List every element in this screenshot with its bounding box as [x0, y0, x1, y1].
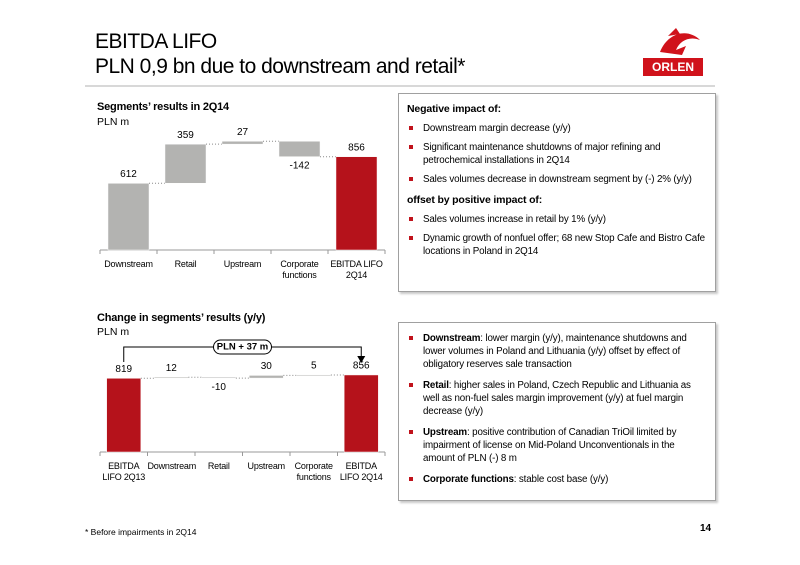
bullet-list: Sales volumes increase in retail by 1% (… [407, 213, 707, 258]
bullet-text: : positive contribution of Canadian TriO… [423, 427, 677, 464]
chart-title: Segments’ results in 2Q14 [97, 101, 229, 113]
category-label: Corporate functions [294, 461, 333, 482]
chart-title: Change in segments’ results (y/y) [97, 312, 266, 324]
logo-eagle [660, 28, 700, 55]
bar [106, 378, 142, 453]
bullet: Significant maintenance shutdowns of maj… [407, 141, 707, 167]
bullet: Retail: higher sales in Poland, Czech Re… [407, 379, 707, 418]
bullet-text: : higher sales in Poland, Czech Republic… [423, 380, 691, 417]
box-heading: offset by positive impact of: [407, 194, 543, 206]
bullet: Sales volumes increase in retail by 1% (… [407, 213, 707, 226]
bullet: Sales volumes decrease in downstream seg… [407, 173, 707, 186]
title: EBITDA LIFO [95, 30, 217, 53]
value-label: 819 [115, 364, 132, 375]
bar [153, 376, 189, 379]
bullet-label: Downstream [423, 333, 481, 344]
category-label: Retail [207, 461, 230, 471]
bar [201, 376, 237, 379]
bar [107, 183, 150, 251]
bar [221, 140, 264, 145]
category-label: EBITDA LIFO 2Q14 [339, 461, 383, 482]
subtitle: PLN 0,9 bn due to downstream and retail* [95, 55, 465, 78]
value-label: 12 [166, 363, 178, 374]
segment-box: Downstream: lower margin (y/y), maintena… [398, 322, 716, 501]
chart-subtitle: PLN m [97, 326, 130, 338]
value-label: 30 [261, 361, 273, 372]
category-label: EBITDA LIFO 2Q13 [102, 461, 146, 482]
category-label: Downstream [104, 259, 153, 269]
bar [343, 374, 379, 453]
impact-box: Negative impact of: Downstream margin dec… [398, 93, 716, 292]
bullet-list: Downstream: lower margin (y/y), maintena… [407, 332, 707, 486]
bullet-list: Downstream margin decrease (y/y) Signific… [407, 122, 707, 186]
box-heading: Negative impact of: [407, 103, 502, 115]
category-label: Retail [174, 259, 197, 269]
value-label: 27 [237, 127, 249, 138]
logo-text: ORLEN [652, 60, 694, 74]
value-label: 359 [177, 130, 194, 141]
value-label: 856 [353, 361, 370, 372]
bullet: Dynamic growth of nonfuel offer; 68 new … [407, 232, 707, 258]
category-label: Upstream [223, 259, 262, 269]
logo-box [643, 58, 703, 76]
bullet-text: : lower margin (y/y), maintenance shutdo… [423, 333, 687, 370]
bullet: Downstream: lower margin (y/y), maintena… [407, 332, 707, 371]
bar [335, 156, 378, 251]
bar [296, 374, 332, 377]
value-label: 856 [348, 142, 365, 153]
annotation: PLN + 37 m [217, 342, 268, 353]
footnote: * Before impairments in 2Q14 [85, 527, 197, 537]
annotation-arrow [357, 356, 366, 363]
bullet: Corporate functions: stable cost base (y… [407, 473, 707, 486]
bullet: Downstream margin decrease (y/y) [407, 122, 707, 135]
category-label: EBITDA LIFO 2Q14 [330, 259, 383, 280]
value-label: -10 [212, 382, 227, 393]
chart-subtitle: PLN m [97, 116, 130, 128]
bar [278, 140, 321, 157]
category-label: Upstream [247, 461, 286, 471]
bar [248, 375, 284, 379]
bullet-label: Upstream [423, 427, 467, 438]
bullet-text: : stable cost base (y/y) [513, 474, 609, 485]
annotation-box [213, 339, 272, 355]
value-label: -142 [289, 160, 309, 171]
value-label: 5 [311, 361, 317, 372]
bullet-label: Retail [423, 380, 449, 391]
bullet: Upstream: positive contribution of Canad… [407, 426, 707, 465]
value-label: 612 [120, 169, 137, 180]
bar [164, 143, 207, 184]
category-label: Downstream [147, 461, 197, 471]
category-label: Corporate functions [280, 259, 319, 280]
page-number: 14 [700, 523, 712, 534]
bullet-label: Corporate functions [423, 474, 514, 485]
